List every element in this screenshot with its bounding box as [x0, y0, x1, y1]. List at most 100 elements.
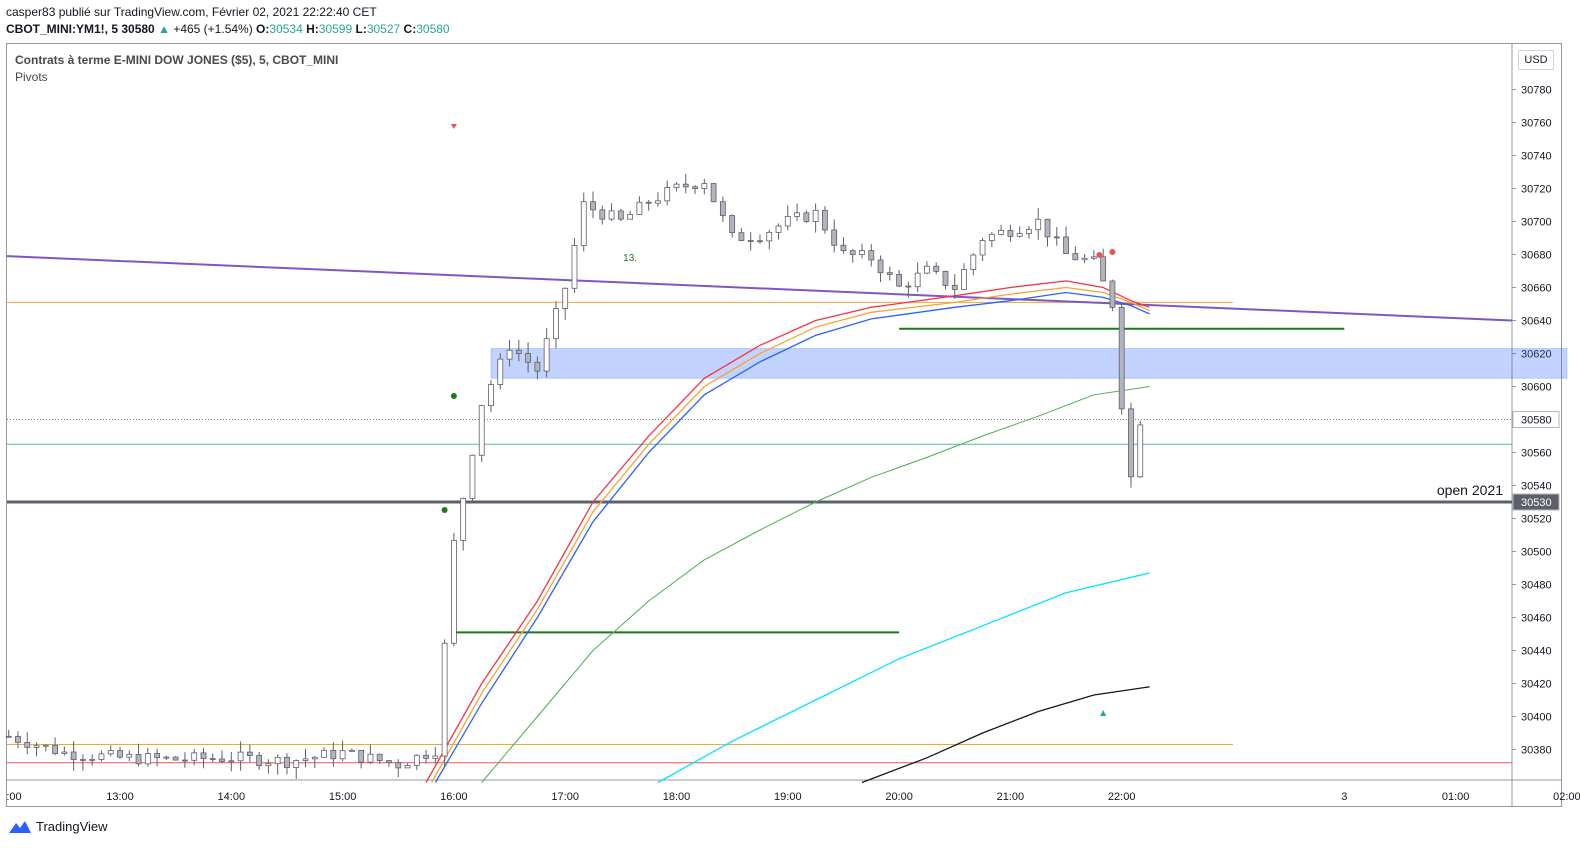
candle-up [775, 225, 782, 233]
signal-dot [1096, 252, 1103, 258]
candle-up [488, 384, 494, 406]
candle-down [330, 749, 337, 760]
y-tick-label: 30720 [1521, 184, 1552, 196]
candle-down [1118, 306, 1125, 410]
candle-down [710, 183, 717, 203]
candle-up [701, 183, 708, 189]
candle-up [998, 229, 1005, 235]
ema-orange [431, 286, 1150, 783]
candle-up [302, 758, 309, 761]
x-tick-label: 22:00 [1108, 791, 1136, 803]
currency-button[interactable]: USD [1518, 50, 1554, 70]
y-tick-label: 30780 [1521, 85, 1552, 97]
candle-up [562, 287, 569, 309]
candle-down [803, 212, 810, 222]
candle-up [859, 250, 865, 255]
count-label: 13. [623, 253, 637, 264]
candle-down [1063, 236, 1069, 254]
pivot-down-marker [450, 124, 457, 129]
x-tick-label: 20:00 [885, 791, 913, 803]
candle-down [822, 209, 828, 231]
candle-up [553, 308, 559, 340]
y-tick-label: 30460 [1521, 613, 1552, 625]
candle-down [905, 285, 912, 288]
ticker[interactable]: CBOT_MINI:YM1!, 5 [6, 22, 119, 36]
candle-down [590, 201, 596, 211]
candle-up [961, 269, 967, 290]
candle-up [42, 744, 49, 747]
candle-down [423, 754, 429, 759]
open-label: O: [256, 22, 270, 36]
candle-down [757, 240, 763, 243]
y-tick-label: 30700 [1521, 217, 1552, 229]
x-tick-label: 15:00 [329, 791, 357, 803]
candle-up [107, 750, 114, 755]
candle-up [988, 233, 995, 241]
candle-down [117, 750, 123, 758]
candle-down [376, 753, 383, 761]
candle-up [191, 752, 198, 761]
candle-down [1053, 236, 1060, 239]
candle-down [358, 749, 365, 763]
signal-dot [441, 507, 448, 513]
candle-up [144, 753, 151, 765]
brand-label: TradingView [36, 819, 108, 834]
candle-up [98, 753, 105, 760]
candle-down [52, 744, 58, 754]
ma-black [861, 686, 1150, 784]
y-tick-label: 30680 [1521, 250, 1552, 262]
price-axis-label: 30580 [1521, 415, 1552, 427]
candle-down [172, 756, 179, 761]
candle-up [914, 272, 921, 288]
candle-up [61, 751, 68, 754]
candle-down [617, 210, 624, 220]
candle-up [1137, 424, 1144, 478]
candle-up [627, 214, 634, 220]
candle-down [24, 742, 31, 748]
candle-up [450, 539, 457, 644]
candle-down [395, 762, 402, 769]
x-tick-label: 14:00 [218, 791, 246, 803]
y-tick-label: 30540 [1521, 481, 1552, 493]
candle-up [321, 749, 327, 758]
chart-frame[interactable] [6, 43, 1562, 807]
candle-up [1090, 256, 1097, 259]
pivot-up-marker [1100, 710, 1107, 716]
candle-down [1128, 408, 1134, 478]
y-tick-label: 30420 [1521, 679, 1552, 691]
candle-up [497, 358, 504, 385]
price-axis-label-box [1512, 411, 1560, 428]
indicator-legend[interactable]: Pivots [15, 70, 48, 84]
y-tick-label: 30740 [1521, 151, 1552, 163]
ohlc-row: CBOT_MINI:YM1!, 5 30580 ▲ +465 (+1.54%) … [6, 22, 450, 36]
candle-up [1026, 229, 1032, 234]
candle-up [126, 754, 133, 758]
candle-up [404, 765, 411, 769]
candle-down [896, 273, 902, 287]
close-value: 30580 [416, 22, 450, 36]
candle-down [219, 758, 225, 762]
tradingview-logo: TradingView [8, 819, 108, 834]
candle-up [265, 763, 272, 767]
y-tick-label: 30640 [1521, 316, 1552, 328]
candle-down [1072, 253, 1079, 261]
y-tick-label: 30440 [1521, 646, 1552, 658]
candle-down [1044, 218, 1051, 238]
x-tick-label: 01:00 [1442, 791, 1470, 803]
candle-up [580, 201, 587, 246]
low-value: 30527 [366, 22, 401, 36]
candle-up [441, 642, 448, 757]
candle-up [460, 497, 467, 541]
y-tick-label: 30560 [1521, 448, 1552, 460]
ma-cyan [657, 572, 1150, 784]
candle-up [80, 759, 86, 761]
candle-up [979, 240, 986, 256]
candle-up [608, 210, 615, 220]
x-tick-label: 16:00 [440, 791, 468, 803]
candle-down [877, 259, 884, 274]
open-value: 30534 [269, 22, 303, 36]
candle-up [673, 183, 680, 188]
candle-up [228, 760, 235, 763]
candle-up [339, 750, 346, 760]
